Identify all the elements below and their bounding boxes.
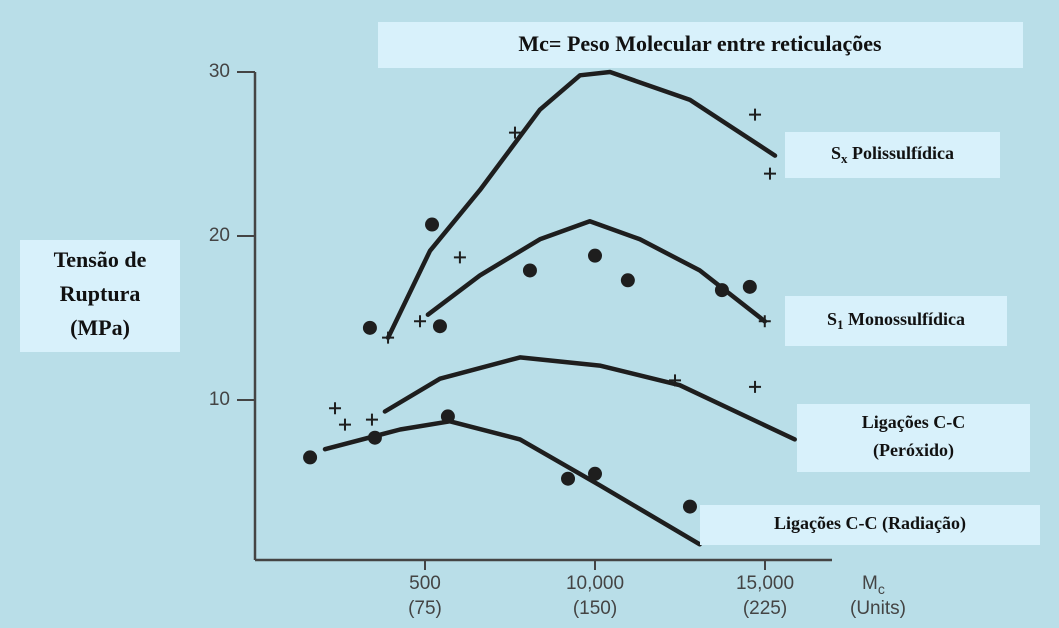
point (440, 409, 455, 424)
x-axis-unit: (Units) (850, 598, 906, 619)
point (508, 126, 521, 139)
series-label-sub: 1 (837, 317, 844, 332)
point (365, 413, 378, 426)
x-label-main: M (862, 573, 878, 594)
x-tick-label: 500 (409, 573, 441, 594)
point (588, 466, 602, 481)
x-tick-sublabel: (150) (573, 598, 617, 619)
point (749, 108, 762, 121)
point (749, 380, 762, 393)
y-tick-label: 30 (209, 61, 230, 82)
series-label-text: Polissulfídica (848, 143, 955, 163)
x-tick-sublabel: (75) (408, 598, 442, 619)
series-label-text: (Peróxido) (873, 440, 954, 461)
series-label: Sx Polissulfídica (831, 143, 954, 166)
curve (385, 69, 778, 340)
point (669, 374, 682, 387)
label-box (785, 296, 1007, 346)
x-label-sub: c (878, 581, 885, 597)
y-axis-label: Tensão de (54, 247, 147, 272)
x-tick-label: 10,000 (566, 573, 624, 594)
y-tick-label: 20 (209, 225, 230, 246)
point (414, 315, 427, 328)
point (742, 279, 757, 294)
point (522, 263, 537, 278)
y-label-box (20, 240, 180, 352)
label-box (785, 132, 1000, 178)
point (588, 248, 602, 263)
series-label-text: Ligações C-C (Radiação) (774, 513, 966, 534)
point (714, 283, 729, 298)
series-label: Ligações C-C (862, 412, 965, 432)
x-tick-sublabel: (225) (743, 598, 787, 619)
y-tick-label: 10 (209, 389, 230, 410)
y-axis-label: (MPa) (70, 315, 130, 340)
point (329, 402, 342, 415)
series-label: S1 Monossulfídica (827, 309, 965, 332)
series-label-text: Monossulfídica (843, 309, 965, 329)
point (338, 418, 351, 431)
series-label-text: Ligações C-C (862, 412, 965, 432)
chart-title: Mc= Peso Molecular entre reticulações (518, 31, 882, 56)
label-box (797, 404, 1030, 472)
y-axis-label: Ruptura (60, 281, 141, 306)
point (382, 331, 395, 344)
curve (425, 218, 768, 324)
point (425, 217, 440, 232)
curve (382, 355, 797, 442)
point (763, 167, 776, 180)
x-tick-label: 15,000 (736, 573, 794, 594)
point (362, 320, 377, 335)
point (758, 315, 771, 328)
series-label: Ligações C-C (Radiação) (774, 513, 966, 534)
point (367, 430, 382, 445)
point (682, 499, 697, 514)
curve (322, 419, 702, 547)
series-label-symbol: S (831, 143, 841, 163)
series-label-sub: x (841, 151, 848, 166)
title-box (378, 22, 1023, 68)
point (620, 273, 635, 288)
point (432, 319, 447, 334)
series-label: (Peróxido) (873, 440, 954, 461)
point (561, 471, 576, 486)
label-box (700, 505, 1040, 545)
x-axis-label: Mc (862, 573, 885, 597)
point (303, 450, 318, 465)
point (453, 251, 466, 264)
series-label-symbol: S (827, 309, 837, 329)
